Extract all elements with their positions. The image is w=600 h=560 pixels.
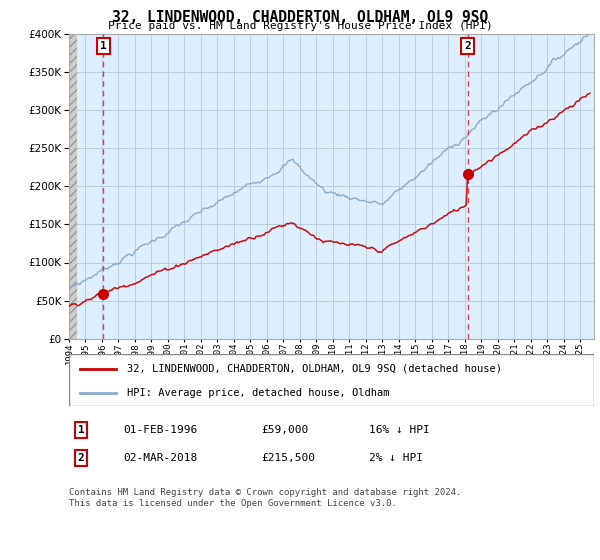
Text: 1: 1 (100, 41, 107, 51)
Text: Contains HM Land Registry data © Crown copyright and database right 2024.
This d: Contains HM Land Registry data © Crown c… (69, 488, 461, 508)
Text: Price paid vs. HM Land Registry's House Price Index (HPI): Price paid vs. HM Land Registry's House … (107, 21, 493, 31)
Text: 2: 2 (464, 41, 471, 51)
Bar (69, 34, 77, 339)
Text: 32, LINDENWOOD, CHADDERTON, OLDHAM, OL9 9SQ: 32, LINDENWOOD, CHADDERTON, OLDHAM, OL9 … (112, 10, 488, 25)
Text: 16% ↓ HPI: 16% ↓ HPI (369, 425, 430, 435)
Text: 32, LINDENWOOD, CHADDERTON, OLDHAM, OL9 9SQ (detached house): 32, LINDENWOOD, CHADDERTON, OLDHAM, OL9 … (127, 364, 502, 374)
Text: 02-MAR-2018: 02-MAR-2018 (123, 453, 197, 463)
Text: HPI: Average price, detached house, Oldham: HPI: Average price, detached house, Oldh… (127, 388, 389, 398)
Text: 01-FEB-1996: 01-FEB-1996 (123, 425, 197, 435)
Text: £59,000: £59,000 (261, 425, 308, 435)
Text: 2: 2 (77, 453, 85, 463)
Text: £215,500: £215,500 (261, 453, 315, 463)
Text: 1: 1 (77, 425, 85, 435)
Text: 2% ↓ HPI: 2% ↓ HPI (369, 453, 423, 463)
